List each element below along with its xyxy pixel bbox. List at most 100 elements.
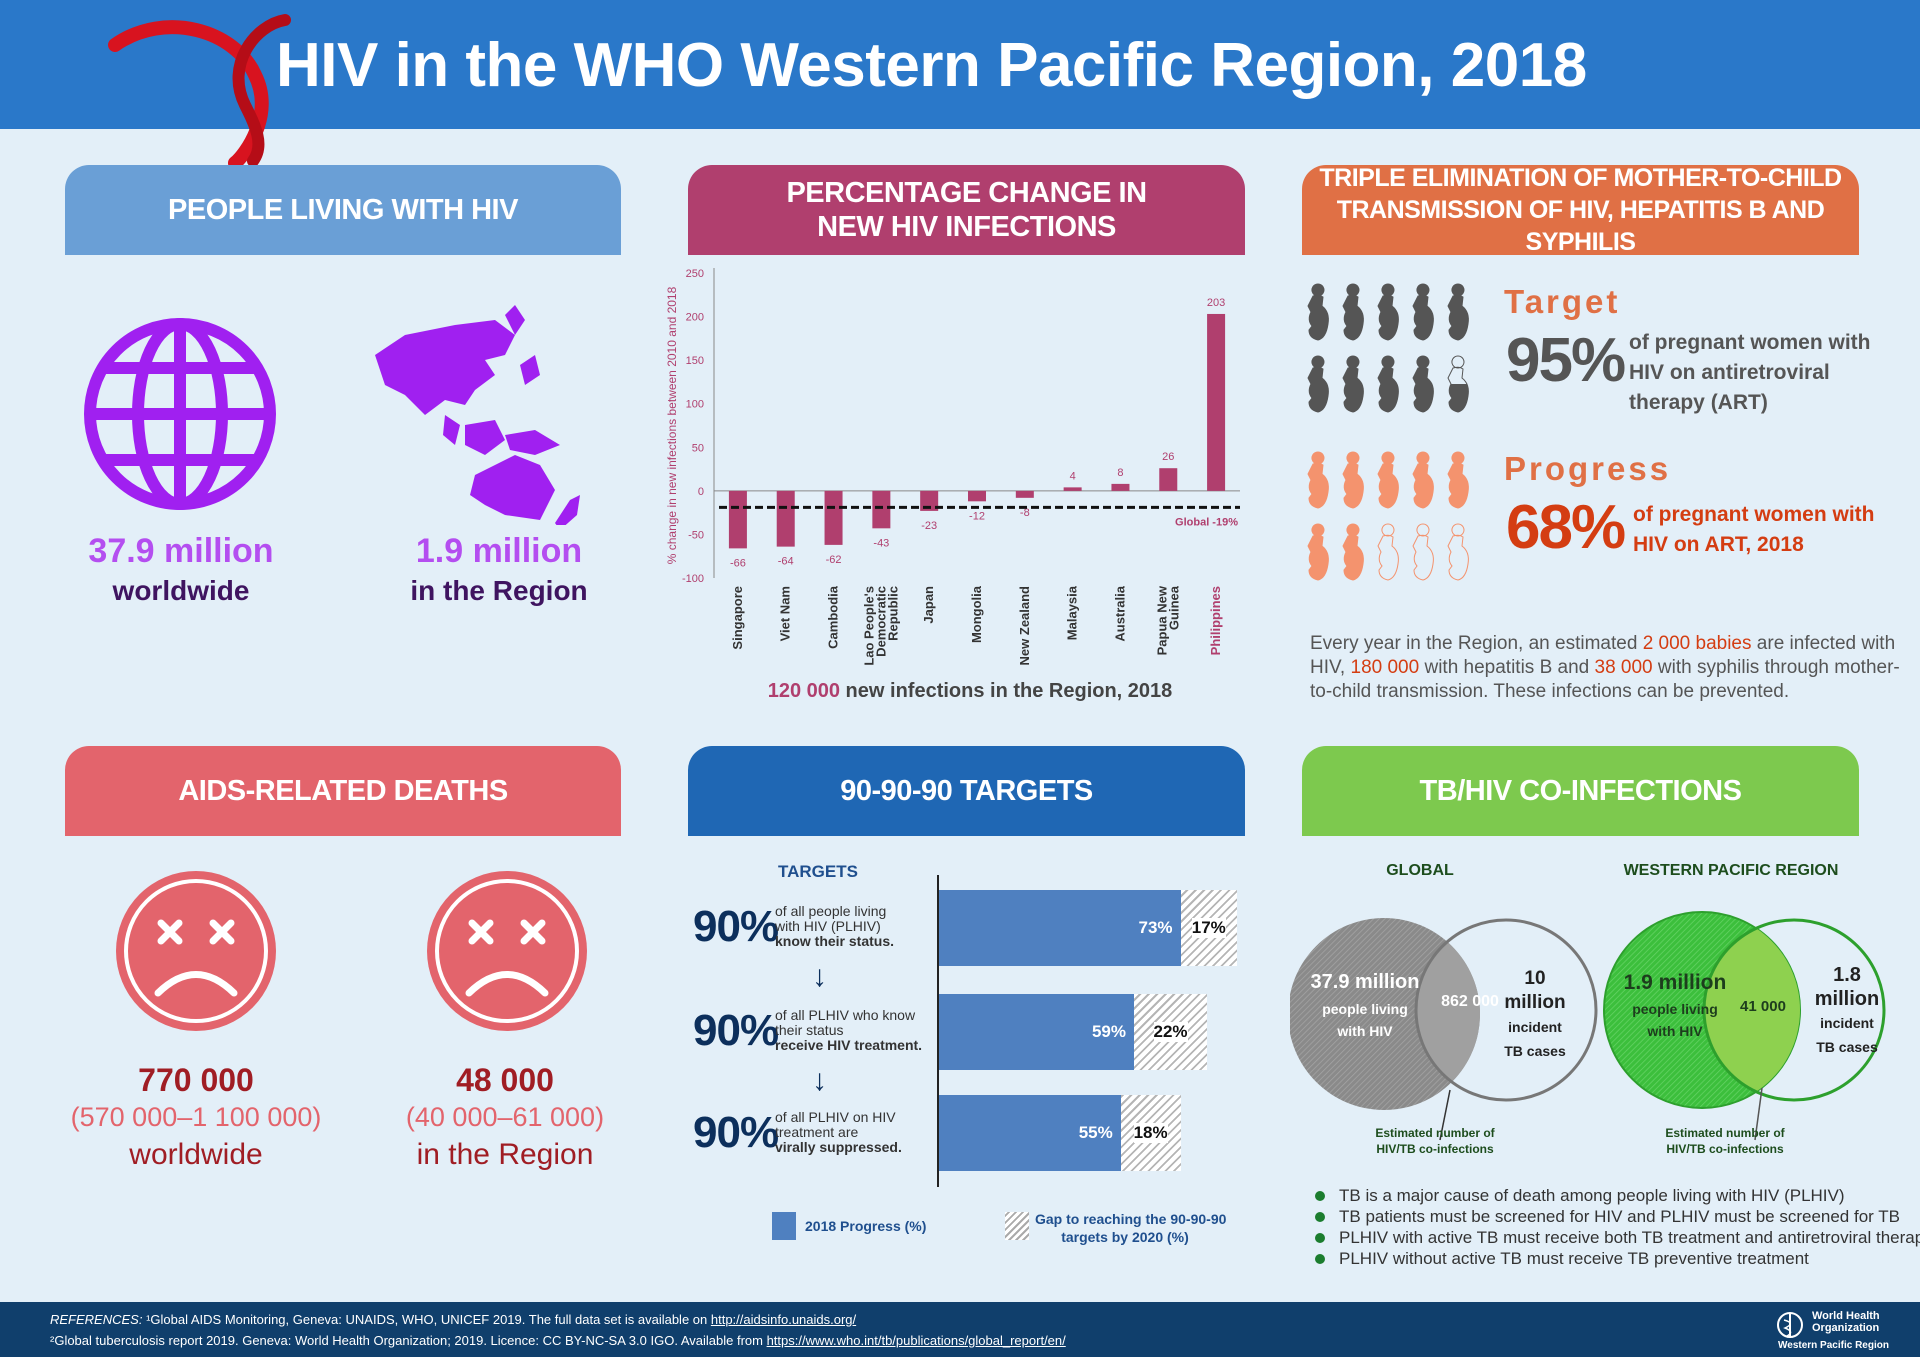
- x-tick-label: Guinea: [1166, 585, 1181, 630]
- label-line: TB cases: [1816, 1039, 1878, 1055]
- desc-line: virally suppressed.: [775, 1139, 902, 1155]
- bar-viet-nam: [776, 490, 795, 547]
- gap-bar: 22%: [1134, 994, 1208, 1070]
- pregnant-woman-icon: [1307, 451, 1329, 509]
- x-tick-label: Mongolia: [969, 585, 984, 643]
- y-axis-label: % change in new infections between 2010 …: [665, 286, 679, 564]
- legend-progress-swatch: [772, 1212, 796, 1240]
- gap-label: 17%: [1191, 918, 1226, 938]
- progress-label: Progress: [1504, 450, 1672, 487]
- pregnant-woman-icon: [1342, 355, 1364, 413]
- page-title: HIV in the WHO Western Pacific Region, 2…: [276, 31, 1587, 100]
- global-coinfection-note: Estimated number of HIV/TB co-infections: [1360, 1125, 1510, 1157]
- desc-line: know their status.: [775, 933, 895, 949]
- logo-line: Organization: [1812, 1322, 1880, 1334]
- label-line: incident: [1820, 1015, 1874, 1031]
- target-text-line: of pregnant women with: [1629, 331, 1871, 354]
- bar-malaysia: [1063, 487, 1082, 491]
- bar-mongolia: [968, 490, 986, 502]
- change-bar-chart: 250 200 150 100 50 0 -50 -100% change in new in…: [665, 268, 1240, 666]
- global-plhiv-value: 37.9 million: [1310, 971, 1420, 993]
- desc-line: treatment are: [775, 1124, 859, 1140]
- x-tick-label: Japan: [921, 586, 936, 624]
- aidsinfo-link[interactable]: http://aidsinfo.unaids.org/: [710, 1312, 857, 1327]
- change-heading-line1: PERCENTAGE CHANGE IN: [786, 177, 1147, 209]
- pregnant-woman-icon: [1307, 355, 1329, 413]
- pregnant-woman-icon: [1307, 523, 1329, 581]
- x-tick-label: Papua New: [1154, 585, 1169, 655]
- bullet-text: TB patients must be screened for HIV and…: [1339, 1207, 1900, 1226]
- plhiv-worldwide-label: worldwide: [112, 575, 250, 606]
- references-label: REFERENCES:: [50, 1312, 143, 1327]
- global-tb-circle: [1414, 918, 1598, 1102]
- x-tick-label: Malaysia: [1065, 585, 1080, 640]
- bullet-dot-icon: [1315, 1212, 1325, 1222]
- note-line: Estimated number of: [1665, 1126, 1785, 1140]
- new-infections-text: new infections in the Region, 2018: [840, 680, 1173, 702]
- progress-bar: 73%: [938, 890, 1181, 966]
- mtct-paragraph: Every year in the Region, an estimated 2…: [1310, 632, 1900, 704]
- progress-value: 68%: [1506, 493, 1626, 562]
- progress-text-line: HIV on ART, 2018: [1633, 533, 1804, 556]
- label-line: million: [1814, 988, 1880, 1010]
- region-overlap-value: 41 000: [1740, 998, 1786, 1015]
- desc-line: receive HIV treatment.: [775, 1037, 923, 1053]
- bar-japan: [920, 490, 939, 511]
- reference-1: REFERENCES: ¹Global AIDS Monitoring, Gen…: [50, 1312, 856, 1327]
- tb-bullet: PLHIV with active TB must receive both T…: [1315, 1227, 1920, 1248]
- tb-global-title: GLOBAL: [1386, 862, 1454, 879]
- bar-philippines: [1207, 313, 1226, 491]
- plhiv-region-value: 1.9 million: [415, 532, 583, 570]
- label-line: with HIV: [1337, 1023, 1393, 1039]
- sad-face-icon: [427, 871, 587, 1031]
- label-line: million: [1504, 992, 1566, 1013]
- target-description: of all PLHIV on HIV treatment are virall…: [775, 1110, 925, 1155]
- pregnant-woman-icon: [1377, 451, 1399, 509]
- note-line: HIV/TB co-infections: [1666, 1142, 1784, 1156]
- change-heading: PERCENTAGE CHANGE IN NEW HIV INFECTIONS: [688, 165, 1245, 255]
- label-line: people living: [1322, 1001, 1408, 1017]
- bar-australia: [1111, 483, 1130, 491]
- pregnant-woman-icon: [1342, 451, 1364, 509]
- pregnant-woman-icon: [1447, 523, 1469, 581]
- pregnant-woman-icon: [1377, 283, 1399, 341]
- desc-line: of all people living: [775, 903, 887, 919]
- plhiv-worldwide-value: 37.9 million: [88, 532, 274, 570]
- y-tick-label: 50: [692, 442, 704, 454]
- pregnant-woman-icon: [1342, 283, 1364, 341]
- progress-label: 55%: [1078, 1123, 1113, 1142]
- pregnant-woman-icon: [1412, 451, 1434, 509]
- note-line: HIV/TB co-infections: [1376, 1142, 1494, 1156]
- para-text: with hepatitis B and: [1419, 657, 1595, 678]
- deaths-region-label: in the Region: [416, 1138, 594, 1171]
- x-tick-label: Republic: [885, 586, 900, 641]
- global-overlap-value: 862 000: [1441, 993, 1499, 1010]
- target-text-line: therapy (ART): [1629, 391, 1768, 414]
- progress-pregnant-women-icons: [1307, 451, 1469, 581]
- label-line: people living: [1632, 1001, 1718, 1017]
- who-emblem-icon: [1777, 1312, 1803, 1338]
- progress-bar: 59%: [938, 994, 1134, 1070]
- bullet-text: PLHIV without active TB must receive TB …: [1339, 1249, 1809, 1268]
- deaths-worldwide-value: 770 000: [138, 1062, 254, 1098]
- deaths-heading: AIDS-RELATED DEATHS: [65, 746, 621, 836]
- data-label: -8: [1020, 507, 1030, 519]
- gap-label: 18%: [1133, 1123, 1168, 1143]
- target-value: 95%: [1506, 326, 1626, 395]
- x-tick-label: Cambodia: [826, 585, 841, 649]
- y-tick-label: 250: [686, 268, 704, 280]
- who-logo-text: World Health Organization: [1812, 1310, 1880, 1334]
- y-tick-label: 150: [686, 355, 704, 367]
- tb-report-link[interactable]: https://www.who.int/tb/publications/glob…: [766, 1333, 1066, 1348]
- target-pregnant-women-icons: [1307, 283, 1469, 413]
- x-tick-label: Australia: [1112, 585, 1127, 641]
- legend-gap-line: Gap to reaching the 90-90-90: [1035, 1211, 1227, 1227]
- data-label: 8: [1117, 467, 1123, 479]
- region-plhiv-value: 1.9 million: [1623, 971, 1727, 994]
- para-text: Every year in the Region, an estimated: [1310, 633, 1643, 654]
- targets-subheading: TARGETS: [778, 862, 858, 881]
- bar-new-zealand: [1015, 490, 1034, 498]
- tb-bullet: TB is a major cause of death among peopl…: [1315, 1185, 1920, 1206]
- region-plhiv-label: people living with HIV: [1600, 998, 1750, 1042]
- data-label: 26: [1162, 451, 1174, 463]
